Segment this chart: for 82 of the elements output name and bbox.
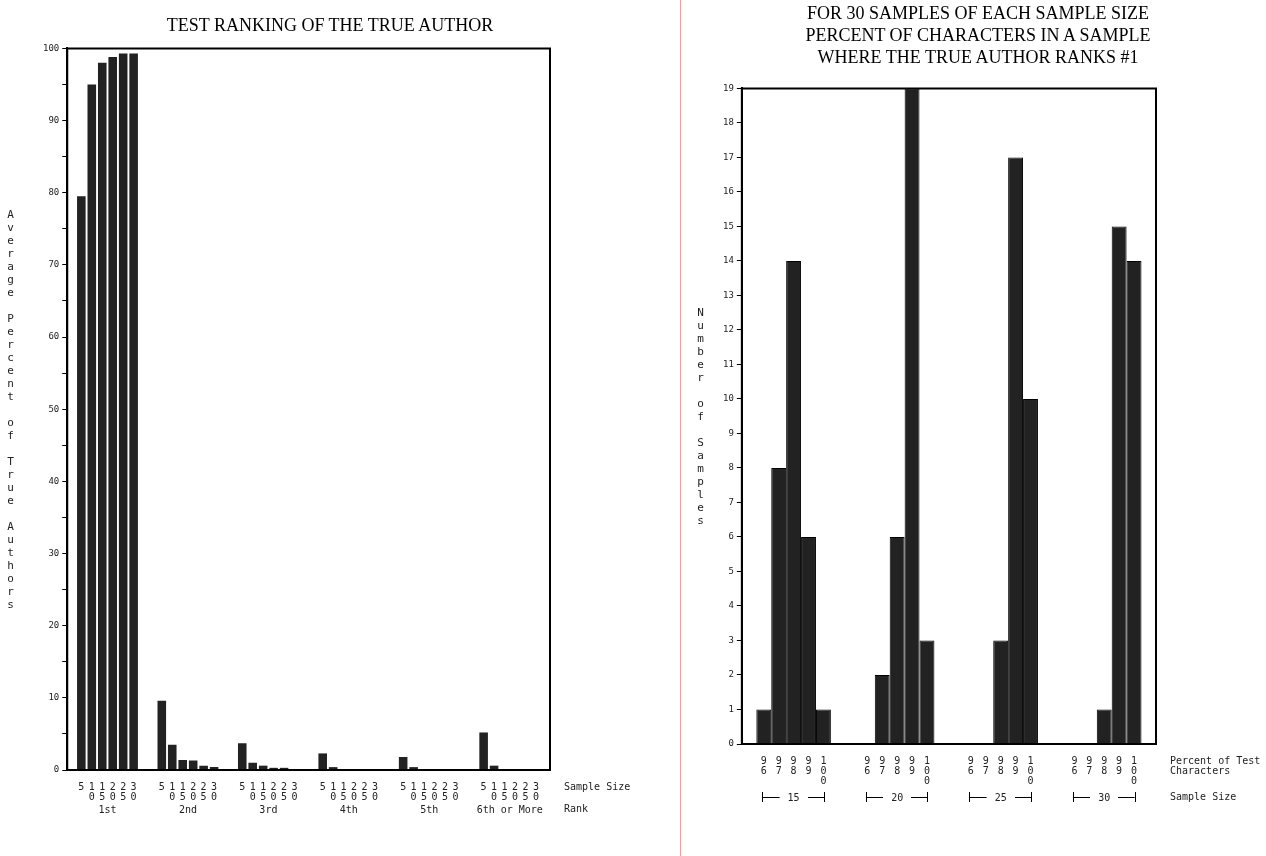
x-tick-label: 6th or More	[476, 803, 543, 815]
x-tick-label: 15	[787, 791, 800, 803]
y-tick-label: 90	[48, 114, 60, 125]
y-tick-label: 5	[728, 565, 734, 576]
text: 10	[169, 780, 176, 802]
x-tick-label: 30	[1098, 791, 1111, 803]
y-tick-label: 6	[728, 531, 734, 542]
x-tick-label: 1st	[98, 803, 117, 815]
text: 100	[1131, 754, 1138, 786]
text: 100	[923, 754, 930, 786]
text: 5	[480, 780, 487, 792]
chart-title: TEST RANKING OF THE TRUE AUTHOR	[165, 14, 495, 36]
x-tick-label: 5th	[420, 803, 439, 815]
text: 99	[1012, 754, 1019, 776]
text: 5	[239, 780, 246, 792]
series-label: 98	[790, 754, 797, 776]
series-label: 99	[805, 754, 812, 776]
series-label: 100	[820, 754, 827, 786]
text: 98	[894, 754, 901, 776]
series-label: 10	[88, 780, 95, 802]
y-tick-label: 80	[48, 187, 60, 198]
y-tick-label: 30	[48, 547, 60, 558]
text: 97	[879, 754, 886, 776]
text: 100	[1027, 754, 1034, 786]
chart-subtitle: PERCENT OF CHARACTERS IN A SAMPLE WHERE THE TRUE AUTHOR RANKS #1	[804, 24, 1152, 68]
x-tick-label: 20	[891, 791, 904, 803]
y-tick-label: 18	[722, 117, 734, 128]
y-tick-label: 11	[722, 358, 734, 369]
series-label: 5	[78, 780, 85, 792]
text: 98	[1101, 754, 1108, 776]
text: 10	[330, 780, 337, 802]
y-tick-label: 12	[722, 324, 734, 335]
y-tick-label: 1	[728, 703, 734, 714]
y-tick-label: 4	[728, 600, 734, 611]
y-tick-label: 100	[42, 42, 60, 53]
text: 97	[982, 754, 989, 776]
text: Percent of Test Characters	[1170, 754, 1261, 776]
y-tick-label: 60	[48, 331, 60, 342]
x-tick-label: 4th	[339, 803, 358, 815]
y-axis-title: Number of Samples	[694, 305, 707, 527]
text: Sample Size	[564, 780, 631, 792]
y-tick-label: 13	[722, 289, 734, 300]
text: 10	[249, 780, 256, 802]
y-tick-label: 8	[728, 462, 734, 473]
text: 5	[400, 780, 407, 792]
y-tick-label: 70	[48, 259, 60, 270]
y-tick-label: 7	[728, 496, 734, 507]
y-tick-label: 3	[728, 634, 734, 645]
x-tick-label: 3rd	[259, 803, 278, 815]
y-tick-label: 10	[48, 692, 60, 703]
series-label: 97	[775, 754, 782, 776]
y-tick-label: 14	[722, 255, 734, 266]
text: 5	[319, 780, 326, 792]
text: 98	[997, 754, 1004, 776]
y-tick-label: 15	[722, 220, 734, 231]
chart-title: FOR 30 SAMPLES OF EACH SAMPLE SIZE	[805, 2, 1151, 24]
y-tick-label: 9	[728, 427, 734, 438]
y-tick-label: 19	[722, 82, 734, 93]
y-tick-label: 0	[53, 764, 60, 775]
y-tick-label: 50	[48, 403, 60, 414]
x-axis-title: Rank	[564, 802, 589, 814]
text: 99	[909, 754, 916, 776]
text: 96	[967, 754, 974, 776]
y-tick-label: 2	[728, 669, 734, 680]
series-label: 96	[760, 754, 767, 776]
y-tick-label: 16	[722, 186, 734, 197]
text: 10	[491, 780, 498, 802]
y-tick-label: 40	[48, 475, 60, 486]
y-tick-label: 0	[728, 738, 734, 749]
text: 96	[1071, 754, 1078, 776]
text: 96	[864, 754, 871, 776]
text: 97	[1086, 754, 1093, 776]
text: 10	[410, 780, 417, 802]
y-axis-title: Average Percent of True Authors	[4, 207, 17, 611]
text: 5	[158, 780, 165, 792]
x-tick-label: 2nd	[178, 803, 197, 815]
y-tick-label: 17	[722, 151, 734, 162]
x-axis-title: Sample Size	[1170, 790, 1237, 802]
y-tick-label: 20	[48, 620, 60, 631]
y-tick-label: 10	[722, 393, 734, 404]
x-tick-label: 25	[994, 791, 1007, 803]
text: 99	[1116, 754, 1123, 776]
